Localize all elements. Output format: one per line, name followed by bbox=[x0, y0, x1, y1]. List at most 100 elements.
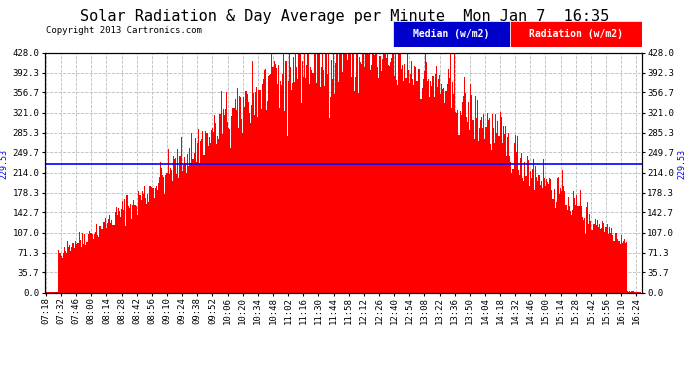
Bar bbox=[458, 135, 460, 292]
Bar bbox=[570, 211, 571, 292]
Bar bbox=[341, 53, 342, 292]
Bar bbox=[280, 81, 281, 292]
Bar bbox=[270, 75, 271, 292]
Bar bbox=[322, 53, 324, 292]
Bar bbox=[454, 53, 455, 292]
Bar bbox=[523, 181, 524, 292]
Bar bbox=[563, 186, 564, 292]
Bar bbox=[446, 84, 448, 292]
Bar bbox=[513, 142, 515, 292]
Bar bbox=[229, 129, 230, 292]
Bar bbox=[635, 291, 637, 292]
Bar bbox=[578, 206, 580, 292]
Bar bbox=[244, 107, 246, 292]
Bar bbox=[282, 74, 284, 292]
Bar bbox=[256, 87, 257, 292]
Bar bbox=[536, 177, 538, 292]
Bar bbox=[78, 243, 79, 292]
Bar bbox=[124, 199, 126, 292]
Bar bbox=[491, 150, 492, 292]
Bar bbox=[191, 133, 193, 292]
Bar bbox=[373, 53, 374, 292]
Bar bbox=[86, 242, 88, 292]
FancyBboxPatch shape bbox=[510, 21, 642, 47]
Bar bbox=[498, 136, 500, 292]
Bar bbox=[246, 94, 248, 292]
Bar bbox=[585, 234, 586, 292]
Bar bbox=[310, 68, 311, 292]
Bar bbox=[65, 251, 66, 292]
Bar bbox=[366, 53, 368, 292]
Bar bbox=[160, 162, 161, 292]
Bar bbox=[517, 135, 518, 292]
Bar bbox=[561, 191, 562, 292]
Bar bbox=[569, 206, 570, 292]
Bar bbox=[401, 69, 402, 292]
Bar bbox=[438, 79, 439, 292]
Bar bbox=[380, 56, 381, 292]
Bar bbox=[92, 234, 93, 292]
Bar bbox=[162, 175, 164, 292]
Bar bbox=[171, 170, 172, 292]
Bar bbox=[384, 53, 385, 292]
Bar bbox=[417, 81, 418, 292]
Bar bbox=[105, 218, 106, 292]
Bar bbox=[402, 64, 403, 292]
Bar bbox=[202, 131, 204, 292]
Bar bbox=[507, 136, 508, 292]
Bar bbox=[195, 138, 196, 292]
Bar bbox=[76, 244, 77, 292]
Bar bbox=[622, 243, 623, 292]
Bar bbox=[355, 77, 356, 292]
Bar bbox=[337, 53, 338, 292]
Bar bbox=[258, 90, 259, 292]
Bar bbox=[607, 224, 608, 292]
Bar bbox=[131, 219, 132, 292]
Bar bbox=[500, 112, 501, 292]
Bar bbox=[482, 128, 483, 292]
Bar bbox=[75, 241, 76, 292]
Bar bbox=[134, 204, 135, 292]
Bar bbox=[450, 53, 451, 292]
Bar bbox=[253, 93, 254, 292]
Bar bbox=[213, 132, 214, 292]
Bar bbox=[606, 227, 607, 292]
Bar bbox=[139, 195, 141, 292]
Bar bbox=[342, 72, 343, 292]
Bar bbox=[610, 234, 611, 292]
Bar bbox=[117, 216, 118, 292]
Bar bbox=[240, 98, 241, 292]
Bar bbox=[397, 85, 398, 292]
Bar bbox=[433, 97, 435, 292]
Bar bbox=[457, 110, 458, 292]
Bar bbox=[535, 166, 536, 292]
Bar bbox=[361, 64, 362, 292]
Bar bbox=[509, 156, 511, 292]
Bar bbox=[239, 96, 240, 292]
Bar bbox=[80, 240, 81, 292]
Bar bbox=[339, 53, 341, 292]
Bar bbox=[540, 181, 542, 292]
Bar bbox=[620, 235, 622, 292]
Bar bbox=[475, 118, 477, 292]
Bar bbox=[582, 217, 583, 292]
Bar bbox=[492, 114, 493, 292]
Bar bbox=[168, 174, 170, 292]
Bar bbox=[473, 140, 475, 292]
Bar bbox=[230, 148, 231, 292]
Bar bbox=[217, 136, 219, 292]
Bar bbox=[97, 236, 99, 292]
Bar bbox=[338, 81, 339, 292]
Bar bbox=[330, 98, 331, 292]
Bar bbox=[389, 66, 391, 292]
Bar bbox=[385, 53, 386, 292]
Bar bbox=[440, 94, 441, 292]
Bar bbox=[469, 130, 471, 292]
Bar bbox=[489, 118, 490, 292]
Bar bbox=[306, 65, 307, 292]
Bar bbox=[529, 186, 530, 292]
Bar bbox=[580, 206, 582, 292]
Bar bbox=[315, 53, 316, 292]
Bar bbox=[145, 198, 146, 292]
Bar bbox=[557, 178, 558, 292]
